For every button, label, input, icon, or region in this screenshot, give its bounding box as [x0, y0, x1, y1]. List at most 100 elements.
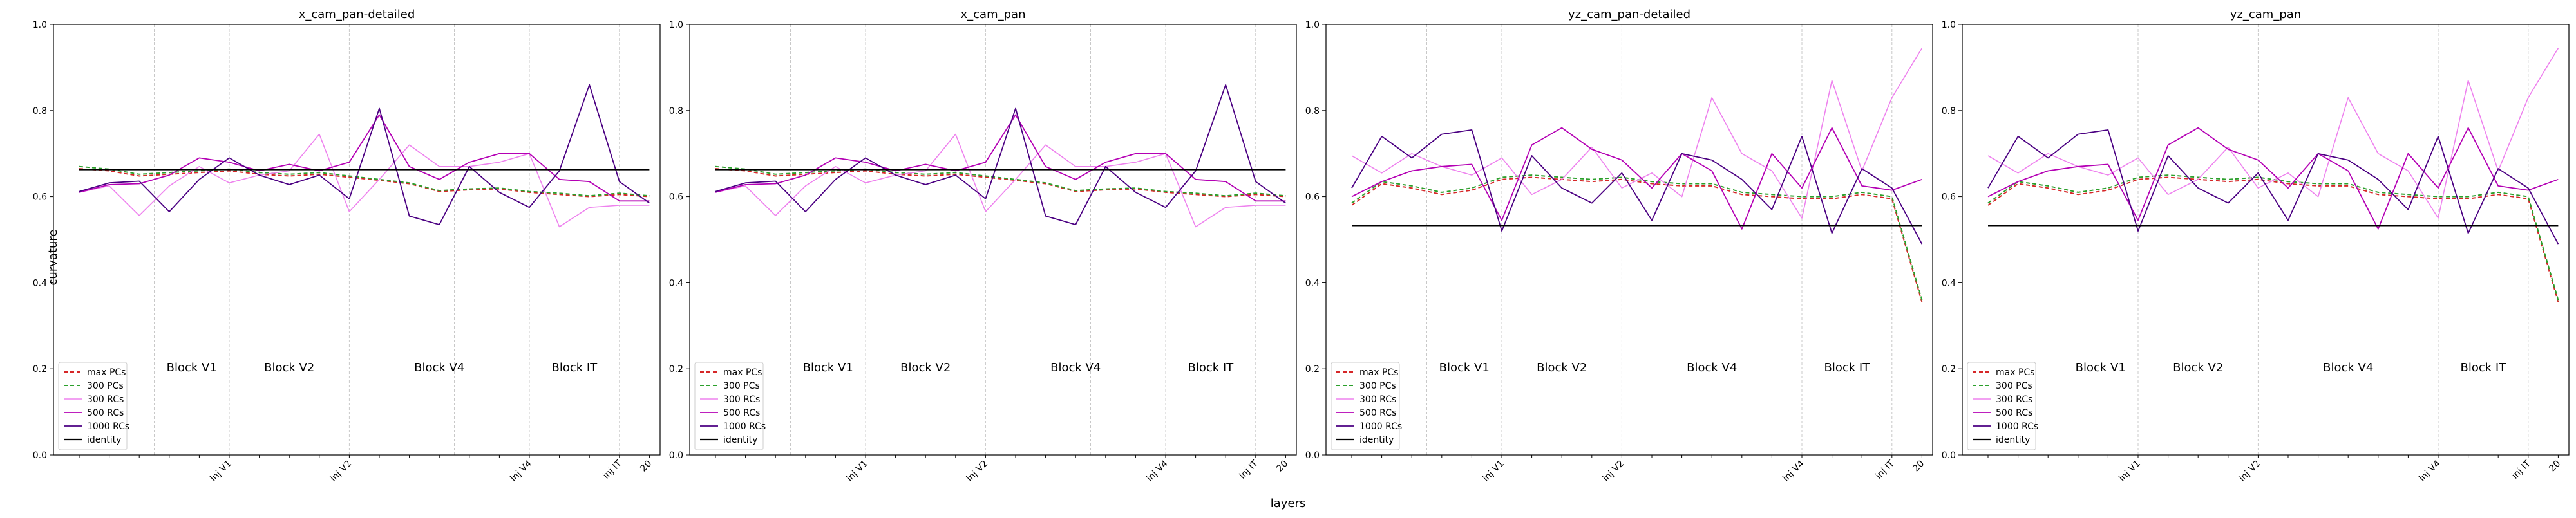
x-tick-label: inj V2	[1601, 459, 1626, 484]
block-label: Block V2	[900, 361, 951, 375]
chart-panel: yz_cam_pan 0.0 0.2 0.4 0.6 0.8 1.0 inj V1 inj V2…	[1942, 8, 2570, 484]
y-tick-label: 0.6	[33, 192, 47, 203]
legend-box	[58, 362, 128, 450]
series-line	[715, 133, 1286, 228]
y-tick-label: 0.2	[669, 364, 683, 375]
x-tick-label: inj V4	[1781, 458, 1806, 483]
block-label: Block V1	[167, 361, 217, 375]
x-tick-label: inj V1	[845, 459, 870, 484]
block-label: Block V2	[2173, 361, 2223, 375]
y-tick-label: 0.4	[33, 278, 47, 288]
legend-label: 300 PCs	[1359, 381, 1396, 391]
y-tick-label: 0.4	[1942, 278, 1956, 288]
legend-label: identity	[723, 435, 757, 445]
y-tick-label: 0.8	[1305, 106, 1320, 116]
legend-box	[1967, 362, 2036, 450]
block-label: Block IT	[1824, 361, 1871, 375]
y-tick-label: 0.6	[1305, 192, 1320, 203]
y-tick-label: 0.4	[669, 278, 683, 288]
legend-box	[694, 362, 764, 450]
y-tick-label: 0.6	[669, 192, 683, 203]
y-tick-label: 0.2	[1305, 364, 1320, 375]
plot-frame	[1325, 24, 1933, 456]
block-label: Block IT	[1188, 361, 1235, 375]
legend-label: max PCs	[87, 367, 126, 378]
y-tick-label: 1.0	[1942, 20, 1956, 30]
block-label: Block V1	[803, 361, 853, 375]
series-line	[79, 168, 650, 198]
x-tick-label: 20	[2547, 459, 2562, 474]
chart-title: x_cam_pan	[961, 8, 1026, 21]
x-tick-label: inj IT	[1873, 458, 1897, 481]
x-tick-label: inj V1	[2117, 459, 2143, 484]
series-line	[715, 168, 1286, 198]
series-line	[715, 114, 1286, 202]
y-tick-label: 1.0	[669, 20, 683, 30]
block-label: Block V2	[264, 361, 314, 375]
chart-title: yz_cam_pan-detailed	[1568, 8, 1690, 21]
legend-label: 500 RCs	[1359, 408, 1396, 418]
legend-label: 300 RCs	[1359, 394, 1396, 405]
x-tick-label: inj IT	[2510, 458, 2533, 481]
x-tick-label: inj IT	[601, 458, 624, 481]
series-line	[1351, 129, 1923, 245]
legend-label: 500 RCs	[723, 408, 760, 418]
y-tick-label: 0.8	[1942, 106, 1956, 116]
block-label: Block V1	[1439, 361, 1490, 375]
x-tick-label: inj V4	[1145, 458, 1170, 483]
chart-panel: yz_cam_pan-detailed 0.0 0.2 0.4 0.6 0.8 1.0 inj…	[1305, 8, 1933, 484]
legend-label: 300 PCs	[723, 381, 760, 391]
y-tick-label: 1.0	[33, 20, 47, 30]
x-tick-label: 20	[1274, 459, 1290, 474]
y-tick-label: 0.2	[33, 364, 47, 375]
series-line	[79, 133, 650, 228]
plot-frame	[53, 24, 661, 456]
chart-title: yz_cam_pan	[2230, 8, 2301, 21]
series-line	[1987, 127, 2559, 230]
figure-xlabel: layers	[1271, 497, 1306, 510]
x-tick-label: inj V2	[2237, 459, 2262, 484]
series-line	[715, 165, 1286, 197]
plot-frame	[689, 24, 1297, 456]
legend-label: 1000 RCs	[87, 421, 129, 432]
legend-label: 500 RCs	[87, 408, 124, 418]
series-line	[715, 84, 1286, 226]
y-tick-label: 0.0	[33, 450, 47, 461]
y-tick-label: 0.8	[33, 106, 47, 116]
block-label: Block V4	[1687, 361, 1737, 375]
legend-label: 1000 RCs	[1996, 421, 2038, 432]
x-tick-label: 20	[1911, 459, 1926, 474]
series-line	[1987, 48, 2559, 219]
legend-label: 300 RCs	[1996, 394, 2032, 405]
y-tick-label: 0.0	[1942, 450, 1956, 461]
legend-label: 300 RCs	[723, 394, 760, 405]
chart-panel: x_cam_pan 0.0 0.2 0.4 0.6 0.8 1.0 inj V1 inj V2 i…	[669, 8, 1297, 484]
block-label: Block V2	[1537, 361, 1587, 375]
x-tick-label: inj V1	[209, 459, 234, 484]
x-tick-label: inj V4	[509, 458, 534, 483]
block-label: Block IT	[2461, 361, 2507, 375]
block-label: Block IT	[552, 361, 598, 375]
block-label: Block V1	[2076, 361, 2126, 375]
series-line	[1351, 48, 1923, 219]
series-line	[79, 165, 650, 197]
block-label: Block V4	[2323, 361, 2373, 375]
y-tick-label: 1.0	[1305, 20, 1320, 30]
x-tick-label: inj V1	[1481, 459, 1506, 484]
chart-panel: x_cam_pan-detailed 0.0 0.2 0.4 0.6 0.8 1.0 inj …	[33, 8, 661, 484]
legend-label: 300 PCs	[87, 381, 124, 391]
y-tick-label: 0.8	[669, 106, 683, 116]
x-tick-label: inj IT	[1237, 458, 1260, 481]
legend-label: max PCs	[723, 367, 762, 378]
x-tick-label: inj V2	[965, 459, 990, 484]
legend-box	[1331, 362, 1400, 450]
series-line	[1987, 129, 2559, 245]
legend-label: max PCs	[1359, 367, 1398, 378]
legend-label: max PCs	[1996, 367, 2034, 378]
legend-label: identity	[1359, 435, 1394, 445]
block-label: Block V4	[414, 361, 464, 375]
chart-title: x_cam_pan-detailed	[299, 8, 415, 21]
legend-label: 300 PCs	[1996, 381, 2032, 391]
